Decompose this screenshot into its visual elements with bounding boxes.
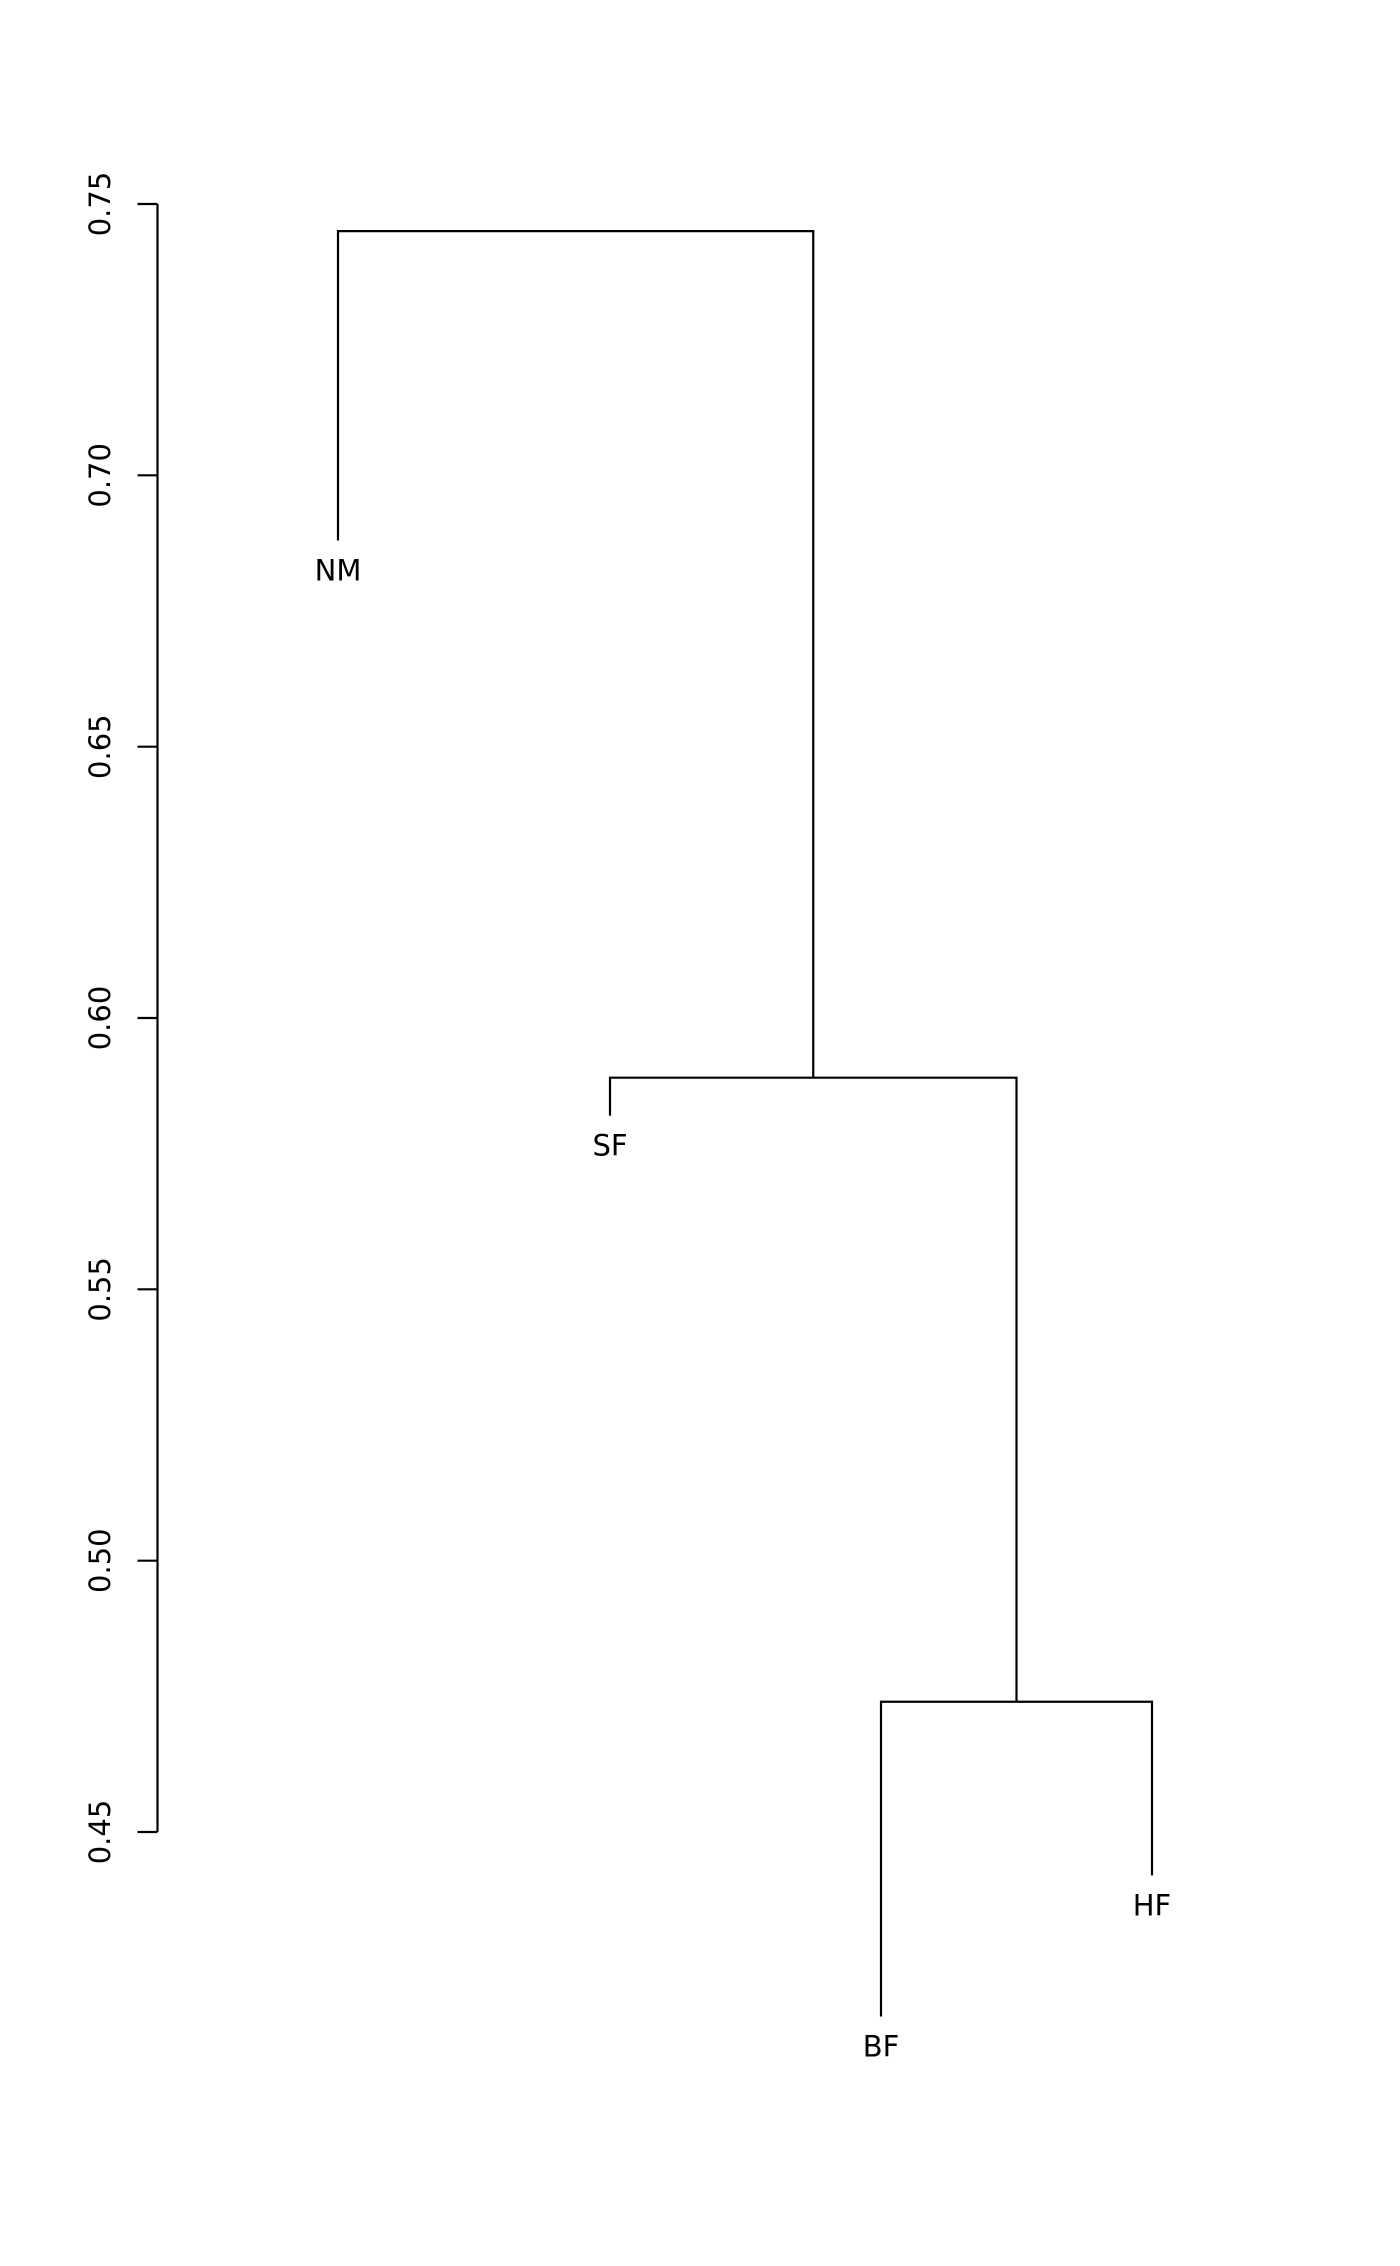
y-tick-label: 0.75 <box>83 172 117 237</box>
leaf-labels: NM SF BF HF <box>315 553 1172 2063</box>
leaf-label: NM <box>315 553 362 587</box>
y-tick-label: 0.50 <box>83 1528 117 1593</box>
dendrogram-branch <box>608 1076 1018 1702</box>
y-tick-label: 0.60 <box>83 986 117 1051</box>
leaf-label: SF <box>592 1129 627 1163</box>
leaf-label: HF <box>1133 1888 1172 1922</box>
y-tick-label: 0.45 <box>83 1800 117 1865</box>
dendrogram-tree <box>336 230 1154 2017</box>
y-axis: 0.45 0.50 0.55 0.60 0.65 0.70 0.75 <box>83 172 159 1865</box>
y-tick-label: 0.65 <box>83 714 117 779</box>
dendrogram-branch <box>879 1700 1154 2017</box>
y-tick-label: 0.55 <box>83 1257 117 1322</box>
leaf-label: BF <box>863 2030 900 2064</box>
y-tick-label: 0.70 <box>83 443 117 508</box>
dendrogram-branch <box>336 230 815 1078</box>
